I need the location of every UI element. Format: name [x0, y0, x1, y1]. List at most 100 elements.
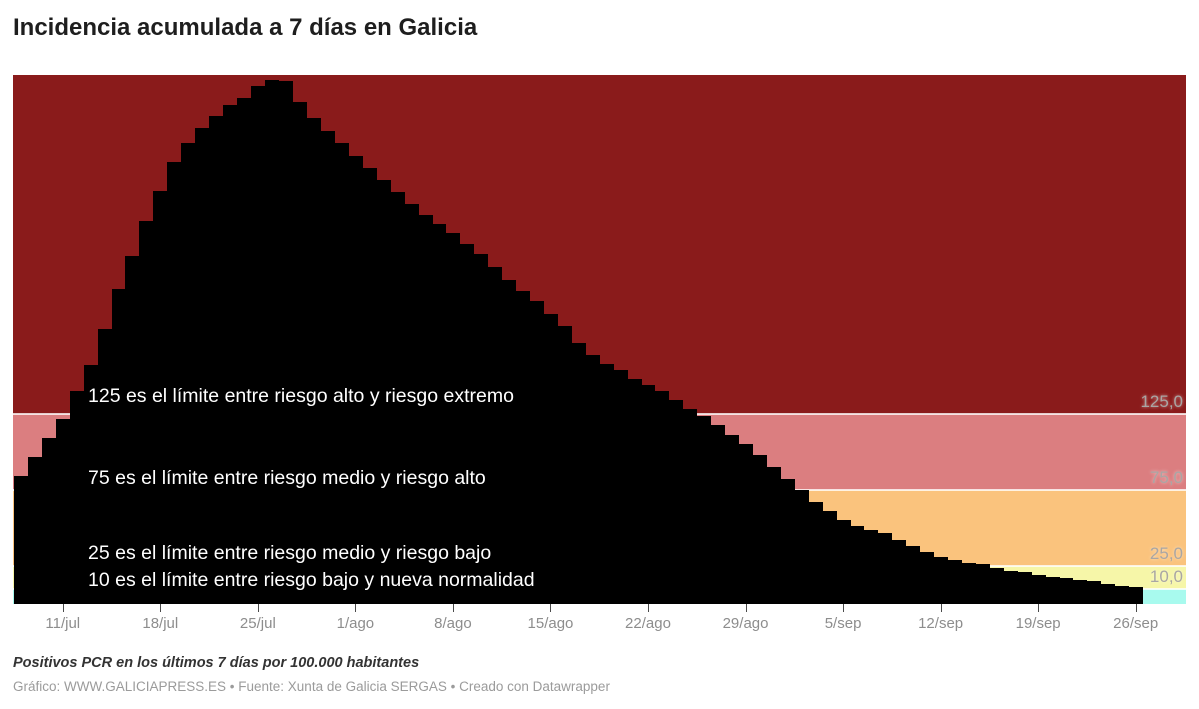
bar-14-sep	[961, 562, 976, 604]
bar-9-sep	[891, 540, 907, 604]
bar-4-ago	[390, 192, 405, 604]
bar-2-ago	[362, 167, 377, 604]
bar-18-sep	[1017, 572, 1032, 604]
bar-22-sep	[1072, 579, 1088, 604]
bar-8-jul	[14, 476, 29, 604]
bar-15-jul	[111, 289, 126, 604]
annotation-limit-75: 75 es el límite entre riesgo medio y rie…	[88, 467, 486, 489]
bar-15-ago	[543, 313, 558, 604]
bar-17-jul	[139, 220, 154, 604]
chart-title: Incidencia acumulada a 7 días en Galicia	[13, 14, 478, 41]
annotation-limit-25: 25 es el límite entre riesgo medio y rie…	[88, 542, 492, 564]
x-axis-label-22-ago: 22/ago	[625, 615, 671, 632]
threshold-label-25: 25,0	[1149, 543, 1183, 563]
x-axis-tick-5-sep	[843, 604, 845, 612]
bar-6-sep	[850, 526, 865, 604]
bar-31-ago	[766, 467, 781, 604]
x-axis-tick-15-ago	[550, 604, 552, 612]
x-axis-label-25-jul: 25/jul	[239, 615, 276, 632]
threshold-label-75: 75,0	[1149, 467, 1183, 487]
x-axis-label-1-ago: 1/ago	[336, 615, 375, 632]
x-axis-tick-19-sep	[1038, 604, 1040, 612]
bar-2-sep	[794, 489, 809, 604]
threshold-label-125: 125,0	[1140, 391, 1183, 411]
annotation-limit-125: 125 es el límite entre riesgo alto y rie…	[88, 385, 514, 407]
x-axis-label-26-sep: 26/sep	[1113, 615, 1159, 632]
x-axis-label-8-ago: 8/ago	[434, 615, 472, 632]
bar-25-sep	[1114, 585, 1130, 604]
bar-11-sep	[919, 552, 935, 604]
bar-9-ago	[459, 243, 475, 604]
bar-27-jul	[278, 81, 294, 604]
x-axis-tick-18-jul	[160, 604, 162, 612]
bar-20-ago	[613, 369, 628, 604]
bar-6-ago	[418, 214, 433, 604]
bar-9-jul	[27, 456, 43, 604]
bar-15-sep	[975, 564, 990, 604]
x-axis-tick-22-ago	[647, 604, 649, 612]
bar-31-jul	[334, 143, 349, 604]
bar-22-ago	[641, 385, 656, 604]
bar-11-ago	[487, 266, 503, 604]
bar-12-jul	[69, 391, 85, 604]
bar-19-jul	[167, 161, 182, 604]
bar-19-sep	[1031, 575, 1046, 604]
bar-21-jul	[195, 128, 210, 604]
bar-17-ago	[571, 342, 586, 604]
bar-20-jul	[181, 143, 196, 604]
bar-16-jul	[125, 255, 140, 604]
bar-26-jul	[264, 79, 280, 604]
bar-16-ago	[557, 325, 572, 604]
bar-18-ago	[585, 354, 600, 604]
bar-28-jul	[292, 102, 308, 604]
bar-3-sep	[808, 502, 823, 604]
bar-28-ago	[724, 435, 740, 604]
bar-13-jul	[83, 365, 99, 604]
bar-17-sep	[1003, 570, 1018, 604]
bar-7-ago	[432, 223, 447, 604]
bar-23-sep	[1086, 581, 1102, 604]
axis-description: Positivos PCR en los últimos 7 días por …	[13, 655, 420, 671]
x-axis-tick-25-jul	[257, 604, 259, 612]
x-axis-label-15-ago: 15/ago	[527, 615, 574, 632]
bar-25-ago	[682, 409, 698, 604]
x-axis-label-29-ago: 29/ago	[722, 615, 769, 632]
bar-24-jul	[236, 97, 252, 604]
x-axis-label-18-jul: 18/jul	[142, 615, 179, 632]
x-axis-label-11-jul: 11/jul	[45, 615, 81, 632]
bar-13-sep	[947, 559, 962, 604]
bar-18-jul	[153, 190, 168, 604]
bar-1-ago	[348, 155, 363, 604]
bar-14-jul	[97, 328, 113, 604]
bar-10-jul	[41, 438, 57, 604]
bar-23-ago	[654, 391, 670, 604]
x-axis-label-12-sep: 12/sep	[918, 615, 964, 632]
bar-3-ago	[376, 179, 391, 604]
bar-5-ago	[404, 204, 419, 604]
x-axis-tick-26-sep	[1135, 604, 1137, 612]
bar-30-ago	[752, 455, 767, 604]
x-axis-tick-11-jul	[62, 604, 64, 612]
x-axis-label-5-sep: 5/sep	[824, 615, 862, 632]
bar-26-sep	[1128, 587, 1144, 604]
bar-11-jul	[55, 418, 71, 604]
bar-8-ago	[445, 233, 461, 604]
bar-23-jul	[223, 105, 238, 604]
x-axis-tick-8-ago	[452, 604, 454, 612]
bar-16-sep	[989, 567, 1004, 604]
bar-12-ago	[501, 280, 517, 604]
x-axis-tick-1-ago	[355, 604, 357, 612]
plot-area: 125 es el límite entre riesgo alto y rie…	[13, 75, 1186, 632]
bar-13-ago	[515, 290, 531, 604]
bar-10-ago	[473, 254, 489, 604]
bar-5-sep	[836, 520, 851, 604]
bar-29-ago	[738, 444, 753, 604]
bar-4-sep	[822, 511, 837, 604]
bar-1-sep	[780, 479, 795, 604]
bar-26-ago	[696, 415, 712, 604]
bar-7-sep	[863, 529, 879, 604]
bar-12-sep	[933, 556, 949, 604]
bar-29-jul	[306, 117, 322, 604]
bar-24-ago	[668, 400, 684, 604]
